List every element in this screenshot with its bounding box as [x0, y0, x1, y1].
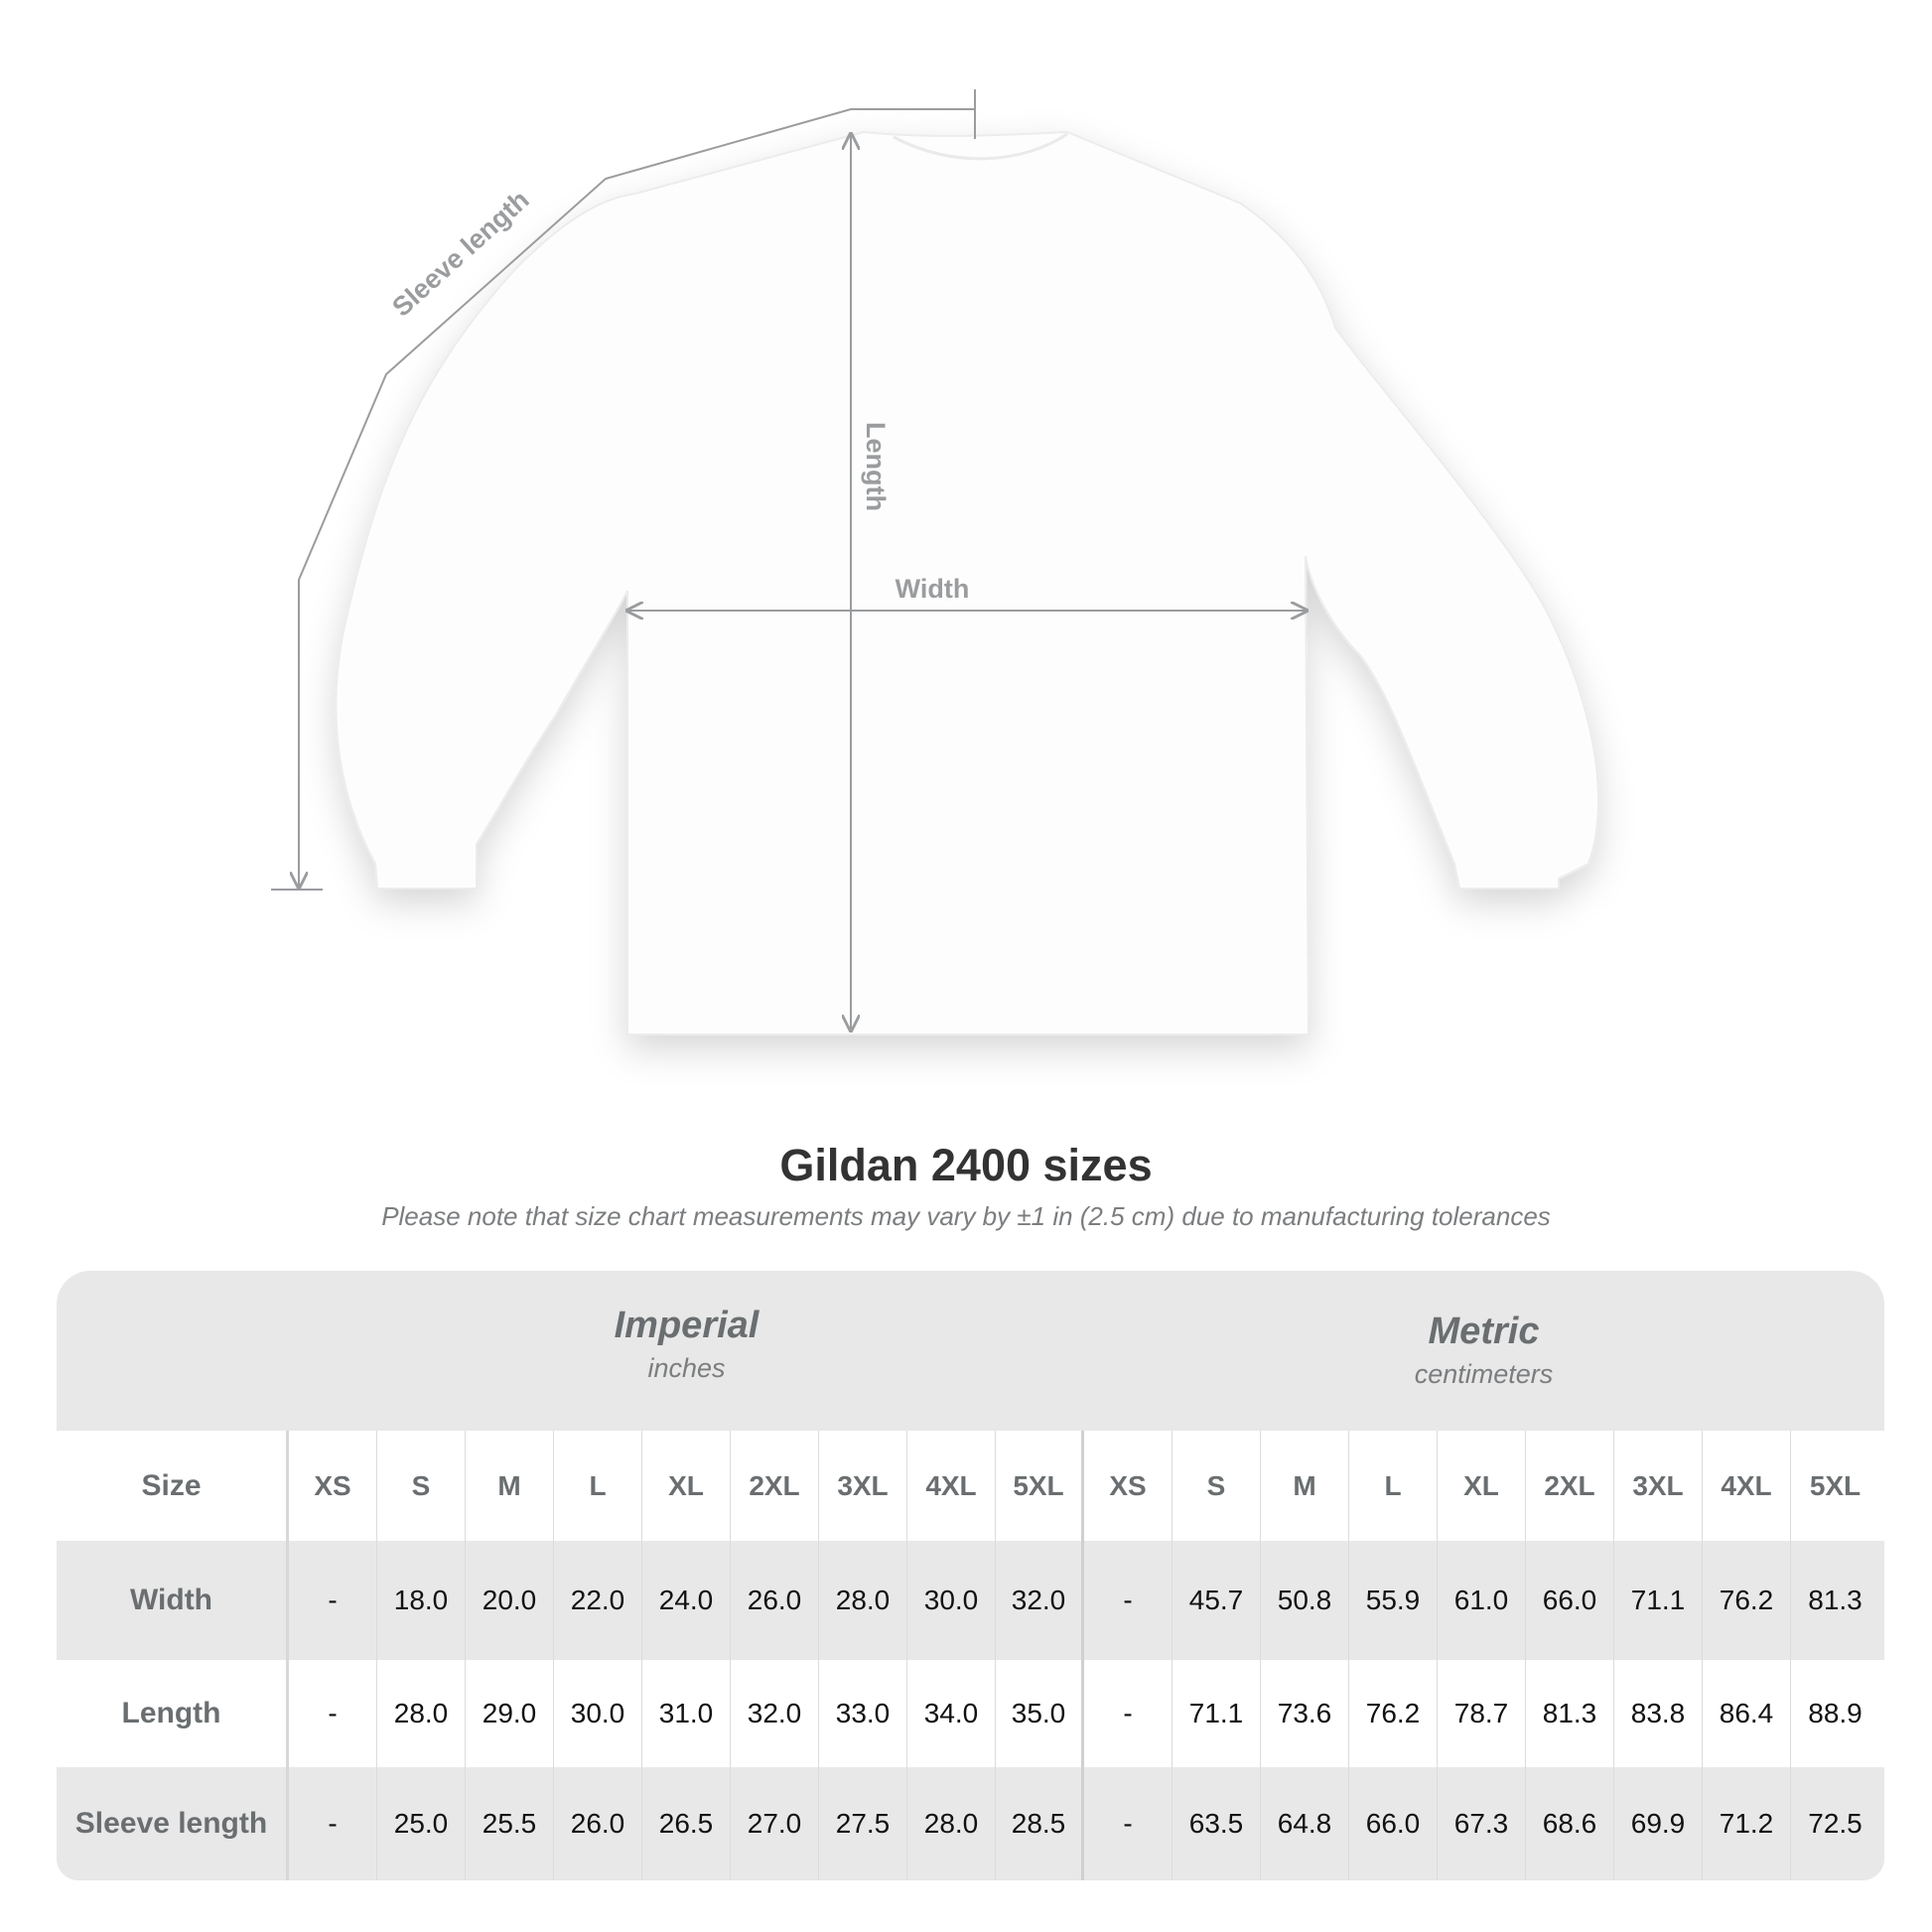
size-header-cell: 5XL — [996, 1431, 1084, 1541]
size-header-cell: S — [1173, 1431, 1261, 1541]
size-header-cell: M — [466, 1431, 554, 1541]
metric-title: Metric — [1428, 1311, 1540, 1352]
table-cell: - — [289, 1660, 377, 1767]
table-cell: 88.9 — [1808, 1698, 1863, 1728]
table-cell: 78.7 — [1438, 1660, 1526, 1767]
size-header-cell: 5XL — [1809, 1469, 1862, 1501]
table-cell: 61.0 — [1438, 1541, 1526, 1660]
table-cell: 86.4 — [1703, 1660, 1791, 1767]
table-cell: 28.0 — [907, 1767, 996, 1880]
imperial-header: Imperial inches — [289, 1271, 1084, 1431]
table-cell: 25.0 — [377, 1767, 466, 1880]
size-header-cell: 3XL — [1614, 1431, 1703, 1541]
size-header-cell: XS — [289, 1431, 377, 1541]
size-header-cell: L — [554, 1431, 642, 1541]
table-cell: 72.5 — [1808, 1808, 1863, 1839]
table-cell: 28.5 — [996, 1767, 1084, 1880]
size-header-cell: 4XL — [1703, 1431, 1791, 1541]
table-cell: - — [289, 1767, 377, 1880]
length-label: Length — [861, 422, 891, 511]
size-header-cell: M — [1261, 1431, 1349, 1541]
table-cell: 28.0 — [819, 1541, 907, 1660]
table-cell: 76.2 — [1349, 1660, 1438, 1767]
table-cell: 26.0 — [554, 1767, 642, 1880]
table-cell: 69.9 — [1614, 1767, 1703, 1880]
table-cell: 25.5 — [466, 1767, 554, 1880]
table-cell: - — [1084, 1767, 1173, 1880]
table-cell: - — [1084, 1541, 1173, 1660]
metric-unit: centimeters — [1414, 1359, 1554, 1389]
size-header-cell: S — [377, 1431, 466, 1541]
table-cell: 67.3 — [1438, 1767, 1526, 1880]
size-table: Imperial inches Metric centimeters Size X… — [57, 1271, 1884, 1880]
row-label: Length — [57, 1660, 289, 1767]
size-header-cell: L — [1349, 1431, 1438, 1541]
table-cell: 73.6 — [1261, 1660, 1349, 1767]
row-label: Sleeve length — [57, 1767, 289, 1880]
table-cell: 33.0 — [819, 1660, 907, 1767]
table-cell: 71.1 — [1614, 1541, 1703, 1660]
row-label: Size — [57, 1431, 289, 1541]
sleeve-length-measure-line — [271, 89, 976, 891]
table-row: Sleeve length -25.0 25.5 26.0 26.5 27.0 27.5 28… — [57, 1767, 1884, 1880]
size-header-cell: 3XL — [819, 1431, 907, 1541]
table-cell: - — [1084, 1660, 1173, 1767]
table-cell: 30.0 — [554, 1660, 642, 1767]
table-cell: 83.8 — [1614, 1660, 1703, 1767]
table-cell: 31.0 — [642, 1660, 731, 1767]
table-cell: 71.2 — [1703, 1767, 1791, 1880]
imperial-title: Imperial — [614, 1305, 759, 1346]
table-cell: 30.0 — [907, 1541, 996, 1660]
width-label: Width — [896, 574, 970, 604]
metric-header: Metric centimeters — [1086, 1271, 1881, 1431]
shirt-measurement-diagram: Sleeve length Length Width — [271, 89, 1599, 1035]
size-header-cell: 4XL — [907, 1431, 996, 1541]
table-cell: 28.0 — [377, 1660, 466, 1767]
size-header-row: Size XS S M L XL 2XL 3XL 4XL 5XL XS S M L XL 2XL 3XL 4XL 5… — [57, 1431, 1884, 1541]
table-cell: 18.0 — [377, 1541, 466, 1660]
imperial-unit: inches — [647, 1353, 726, 1383]
size-header-cell: 2XL — [1526, 1431, 1614, 1541]
table-cell: 55.9 — [1349, 1541, 1438, 1660]
table-cell: 66.0 — [1349, 1767, 1438, 1880]
table-cell: 45.7 — [1173, 1541, 1261, 1660]
table-cell: 63.5 — [1173, 1767, 1261, 1880]
table-cell: 32.0 — [731, 1660, 819, 1767]
long-sleeve-shirt — [335, 130, 1599, 1035]
table-cell: 76.2 — [1703, 1541, 1791, 1660]
tolerance-note: Please note that size chart measurements… — [381, 1201, 1551, 1231]
table-cell: 26.5 — [642, 1767, 731, 1880]
table-cell: 81.3 — [1526, 1660, 1614, 1767]
table-cell: 29.0 — [466, 1660, 554, 1767]
page-title: Gildan 2400 sizes — [779, 1140, 1153, 1190]
table-cell: 27.5 — [819, 1767, 907, 1880]
table-cell: 24.0 — [642, 1541, 731, 1660]
table-cell: 35.0 — [996, 1660, 1084, 1767]
size-header-cell: XL — [642, 1431, 731, 1541]
table-cell: 22.0 — [554, 1541, 642, 1660]
table-cell: 64.8 — [1261, 1767, 1349, 1880]
table-cell: 81.3 — [1808, 1585, 1863, 1615]
table-cell: 68.6 — [1526, 1767, 1614, 1880]
table-cell: 27.0 — [731, 1767, 819, 1880]
table-cell: 50.8 — [1261, 1541, 1349, 1660]
table-cell: - — [289, 1541, 377, 1660]
table-cell: 32.0 — [996, 1541, 1084, 1660]
table-cell: 66.0 — [1526, 1541, 1614, 1660]
table-cell: 26.0 — [731, 1541, 819, 1660]
row-label: Width — [57, 1541, 289, 1660]
table-cell: 71.1 — [1173, 1660, 1261, 1767]
size-header-cell: XL — [1438, 1431, 1526, 1541]
table-row: Width -18.0 20.0 22.0 24.0 26.0 28.0 30.0 32.0-4… — [57, 1541, 1884, 1660]
size-header-cell: XS — [1084, 1431, 1173, 1541]
table-cell: 34.0 — [907, 1660, 996, 1767]
table-cell: 20.0 — [466, 1541, 554, 1660]
size-header-cell: 2XL — [731, 1431, 819, 1541]
table-row: Length -28.0 29.0 30.0 31.0 32.0 33.0 34.0 35.0-… — [57, 1660, 1884, 1767]
